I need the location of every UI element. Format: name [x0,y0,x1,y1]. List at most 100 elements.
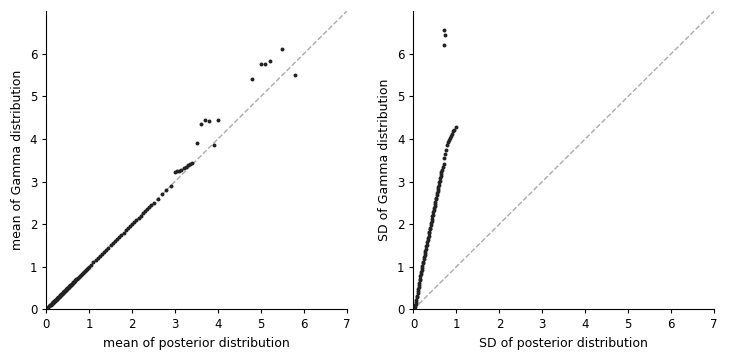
Point [430,195,442,201]
Point [92,255,104,261]
Point [90,257,101,263]
Point [416,267,427,273]
Point [415,273,426,279]
Point [178,165,190,171]
Point [66,281,77,287]
Point [50,297,61,303]
Point [63,283,75,289]
Point [62,285,74,291]
Point [414,276,426,282]
Point [47,300,59,305]
Point [120,227,131,233]
X-axis label: mean of posterior distribution: mean of posterior distribution [103,337,290,350]
Point [410,299,422,305]
Point [55,292,67,297]
Point [52,295,63,301]
Point [107,240,119,246]
Point [94,253,106,259]
Point [156,191,168,197]
Point [47,299,59,305]
Point [434,175,446,181]
Point [413,286,424,292]
Point [260,61,271,66]
Point [174,168,185,174]
Point [43,304,55,309]
Point [87,260,99,265]
Point [428,205,440,211]
Point [427,212,439,218]
Point [44,303,56,308]
Point [431,192,443,198]
X-axis label: SD of posterior distribution: SD of posterior distribution [480,337,648,350]
Point [423,233,434,239]
Point [71,276,83,282]
Point [79,268,90,274]
Point [71,277,82,282]
Point [49,298,61,304]
Point [450,124,461,130]
Point [117,230,129,235]
Point [411,295,423,300]
Point [85,262,97,268]
Point [414,278,426,283]
Point [424,225,436,230]
Point [176,167,187,173]
Point [439,155,451,161]
Point [101,247,112,253]
Point [437,42,449,48]
Point [426,216,438,222]
Point [96,251,108,257]
Point [160,187,172,193]
Point [135,213,147,218]
Point [428,208,440,213]
Point [410,302,421,308]
Point [418,256,429,262]
Point [413,282,425,287]
Point [54,293,66,299]
Point [416,265,428,270]
Point [152,196,164,201]
Point [54,293,66,299]
Point [112,236,123,242]
Point [82,265,94,270]
Point [53,293,65,299]
Point [130,217,142,223]
Point [437,164,448,169]
Point [58,289,70,295]
Point [59,288,71,294]
Point [42,304,54,310]
Point [421,239,433,245]
Point [424,226,436,232]
Point [426,214,438,219]
Point [81,266,93,272]
Point [45,302,57,308]
Point [165,183,176,189]
Point [413,284,424,290]
Point [440,147,452,152]
Point [66,281,78,287]
Point [61,286,72,292]
Point [48,299,60,305]
Point [432,191,443,196]
Point [184,162,196,168]
Point [52,294,64,300]
Point [52,295,63,301]
Point [169,169,181,175]
Point [98,249,110,255]
Point [448,127,460,132]
Y-axis label: mean of Gamma distribution: mean of Gamma distribution [11,70,24,250]
Point [426,218,437,223]
Point [437,161,449,166]
Point [411,293,423,299]
Point [445,132,457,138]
Point [51,296,63,302]
Point [430,196,442,202]
Point [442,139,453,145]
Point [57,290,69,296]
Point [171,168,183,174]
Point [212,117,224,123]
Point [77,270,88,276]
Point [417,263,429,269]
Point [443,137,455,143]
Point [73,274,85,280]
